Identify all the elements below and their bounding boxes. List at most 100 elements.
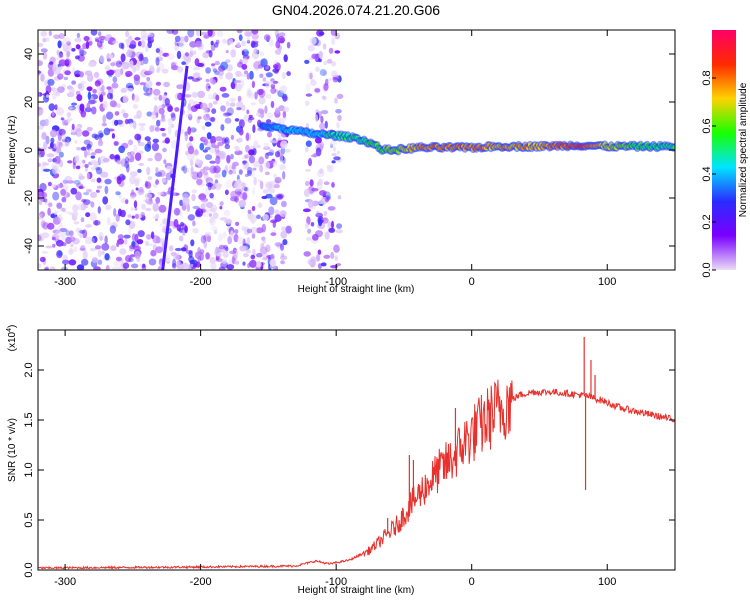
noise-blob [52,66,61,75]
noise-blob [136,110,143,119]
noise-blob [80,48,85,57]
noise-blob [39,256,46,263]
noise-blob [246,237,251,246]
noise-blob [120,209,126,218]
noise-blob [104,253,110,261]
noise-blob [195,261,201,268]
noise-blob [249,70,254,80]
noise-blob [43,267,49,270]
noise-blob [336,93,344,100]
noise-blob [216,70,225,76]
noise-blob [219,86,227,92]
noise-blob [210,135,217,145]
noise-blob [307,158,313,167]
noise-blob [61,83,67,90]
noise-blob [173,207,181,216]
noise-blob [229,250,237,255]
noise-blob [118,42,124,49]
noise-blob [212,100,218,105]
noise-blob [152,203,159,212]
noise-blob [125,70,133,77]
noise-blob [93,220,101,226]
noise-blob [164,137,170,144]
noise-blob [251,42,259,48]
noise-blob [211,142,216,148]
noise-blob [166,30,174,34]
spectrogram-diagonal-streak [161,65,189,270]
noise-blob [122,95,129,104]
noise-blob [189,260,196,264]
noise-blob [122,262,130,269]
noise-blob [174,247,182,252]
noise-blob [165,172,173,181]
noise-blob [105,111,114,120]
noise-blob [241,40,247,47]
noise-blob [43,198,48,203]
noise-blob [91,235,98,244]
noise-blob [235,83,243,92]
noise-blob [74,73,81,78]
noise-blob [222,232,227,239]
noise-blob [89,247,97,252]
noise-blob [262,214,269,221]
noise-blob [125,199,129,205]
noise-blob [215,39,220,45]
noise-blob [72,211,79,217]
noise-blob [231,164,236,170]
noise-blob [225,49,229,54]
noise-blob [265,182,273,190]
noise-blob [126,164,130,173]
noise-blob [42,51,48,60]
noise-blob [304,223,309,229]
noise-blob [111,266,120,270]
noise-blob [268,206,275,216]
noise-blob [187,76,194,80]
noise-blob [253,140,259,150]
noise-blob [38,42,44,47]
noise-blob [327,222,331,230]
noise-blob [48,30,52,36]
noise-blob [68,106,77,112]
noise-blob [190,263,194,268]
noise-blob [155,48,161,54]
noise-blob [226,264,235,270]
noise-blob [311,53,319,59]
noise-blob [70,243,74,248]
noise-blob [230,230,234,239]
noise-blob [210,262,217,270]
noise-blob [86,86,93,92]
snr-series-line [38,379,675,570]
noise-blob [137,168,142,173]
noise-blob [221,258,228,265]
noise-blob [73,156,80,165]
noise-blob [185,56,191,62]
noise-blob [155,81,162,86]
noise-blob [321,217,329,224]
noise-blob [80,110,87,118]
noise-blob [163,81,171,88]
noise-blob [336,150,340,155]
noise-blob [85,212,91,218]
noise-blob [113,141,119,146]
noise-blob [251,33,259,40]
noise-blob [199,142,205,151]
noise-blob [145,181,152,189]
noise-blob [164,97,170,106]
noise-blob [191,91,198,98]
noise-blob [279,164,286,171]
noise-blob [84,163,89,168]
noise-blob [261,236,266,241]
noise-blob [258,88,266,98]
noise-blob [100,91,106,96]
noise-blob [219,201,224,206]
noise-blob [73,179,81,185]
noise-blob [96,185,103,189]
noise-blob [193,50,197,55]
noise-blob [307,199,314,208]
noise-blob [68,105,76,111]
noise-blob [323,254,331,259]
noise-blob [309,72,313,80]
noise-blob [221,93,230,98]
noise-blob [242,160,248,164]
noise-blob [40,48,48,53]
